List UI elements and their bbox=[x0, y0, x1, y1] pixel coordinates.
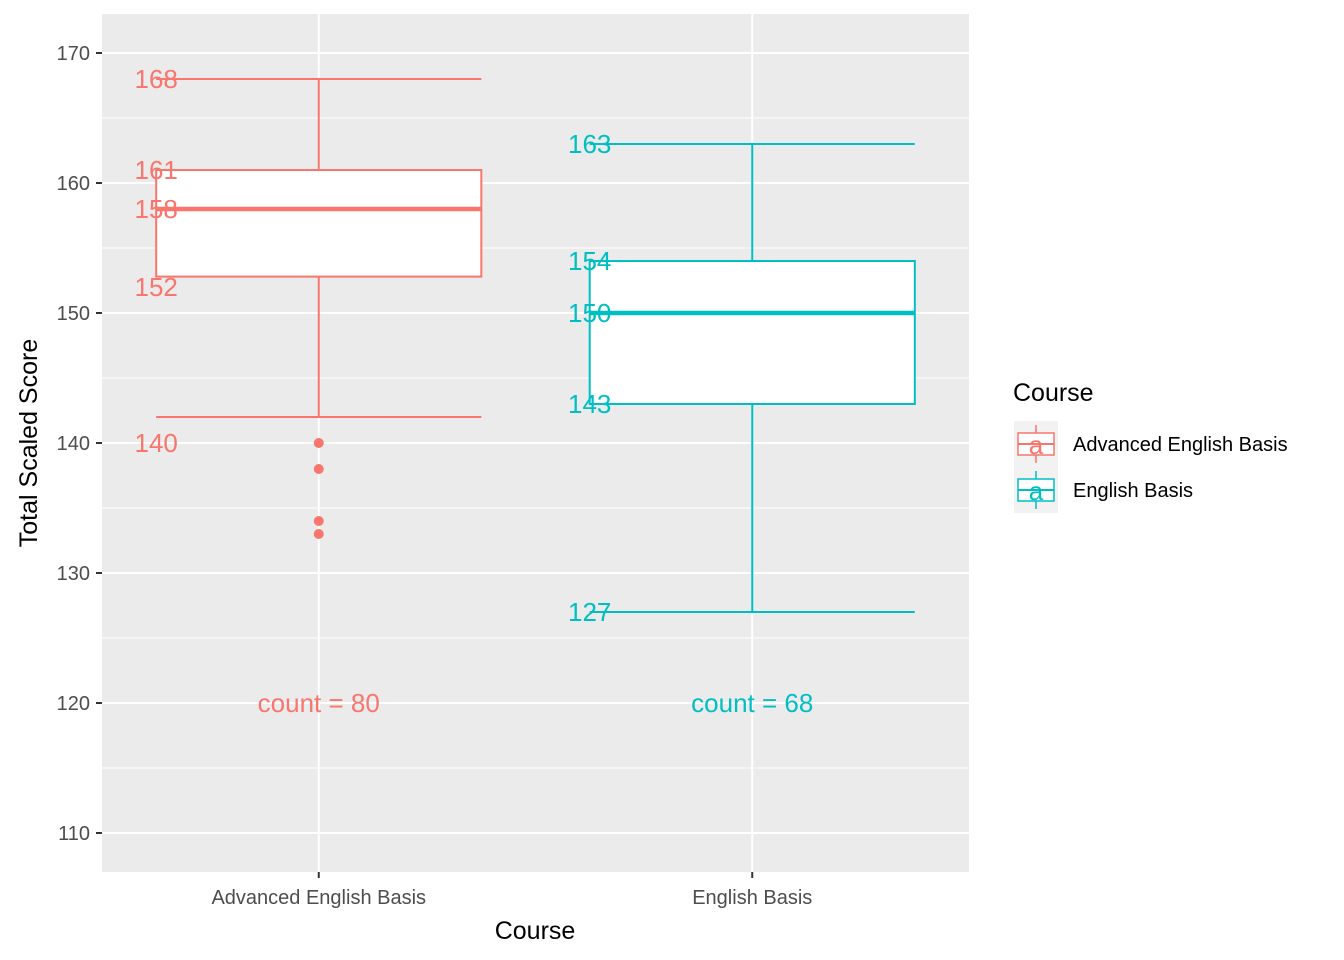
legend-title: Course bbox=[1013, 379, 1094, 407]
x-tick-label: Advanced English Basis bbox=[211, 887, 426, 909]
y-tick-label: 130 bbox=[57, 563, 90, 585]
legend-label: English Basis bbox=[1073, 480, 1193, 502]
y-axis-title: Total Scaled Score bbox=[15, 339, 43, 547]
legend-item: a Advanced English Basis bbox=[1014, 421, 1288, 467]
y-tick-label: 140 bbox=[57, 433, 90, 455]
stat-label: 163 bbox=[568, 129, 611, 159]
count-label: count = 80 bbox=[258, 688, 380, 718]
stat-label: 168 bbox=[134, 64, 177, 94]
box-1 bbox=[155, 78, 483, 539]
y-tick-label: 160 bbox=[57, 173, 90, 195]
outlier-point bbox=[313, 464, 324, 474]
stat-label: 154 bbox=[568, 246, 611, 276]
stat-label: 127 bbox=[568, 597, 611, 627]
legend-label: Advanced English Basis bbox=[1073, 434, 1288, 456]
x-axis: Advanced English Basis English Basis bbox=[211, 872, 812, 909]
legend-key-glyph: a bbox=[1029, 476, 1044, 506]
stat-label: 152 bbox=[134, 272, 177, 302]
box-iqr bbox=[588, 260, 916, 405]
outlier-point bbox=[313, 438, 324, 448]
outlier-point bbox=[313, 516, 324, 526]
stat-label: 161 bbox=[134, 155, 177, 185]
box-plots bbox=[155, 78, 916, 613]
legend: Course a Advanced English Basis a English B… bbox=[1013, 379, 1288, 513]
outlier-point bbox=[313, 529, 324, 539]
stat-label: 143 bbox=[568, 389, 611, 419]
x-axis-title: Course bbox=[495, 917, 576, 945]
stat-label: 140 bbox=[134, 428, 177, 458]
stat-label: 158 bbox=[134, 194, 177, 224]
box-2 bbox=[588, 143, 916, 613]
x-tick-label: English Basis bbox=[692, 887, 812, 909]
stat-label: 150 bbox=[568, 298, 611, 328]
legend-item: a English Basis bbox=[1014, 467, 1193, 513]
y-tick-label: 110 bbox=[58, 823, 90, 845]
y-axis: 110 120 130 140 150 160 170 bbox=[57, 43, 102, 845]
y-tick-label: 150 bbox=[57, 303, 90, 325]
legend-key-glyph: a bbox=[1029, 430, 1044, 460]
y-tick-label: 170 bbox=[57, 43, 90, 65]
stat-labels: 168 161 158 152 140 count = 80 163 154 150 143 127… bbox=[134, 64, 813, 718]
count-label: count = 68 bbox=[691, 688, 813, 718]
y-tick-label: 120 bbox=[57, 693, 90, 715]
box-iqr bbox=[155, 169, 483, 278]
